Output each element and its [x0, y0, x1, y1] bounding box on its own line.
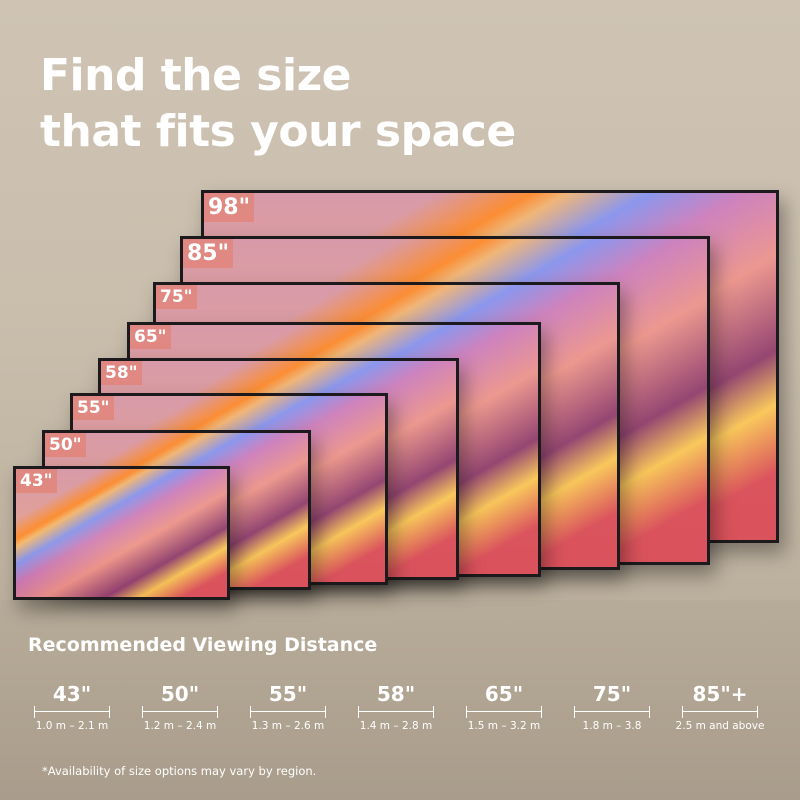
viewing-distance-item: 85"+ 2.5 m and above: [668, 682, 772, 732]
tv-size-label: 43": [16, 469, 57, 493]
distance-range: 1.8 m – 3.8: [582, 720, 642, 732]
distance-arrow-icon: [250, 706, 326, 718]
viewing-distance-item: 75" 1.8 m – 3.8: [560, 682, 664, 732]
size-label: 58": [376, 682, 416, 706]
viewing-distance-item: 43" 1.0 m – 2.1 m: [20, 682, 124, 732]
distance-range: 1.0 m – 2.1 m: [35, 720, 109, 732]
viewing-distance-item: 55" 1.3 m – 2.6 m: [236, 682, 340, 732]
tv-size-label: 65": [130, 325, 171, 349]
tv-size-label: 85": [183, 239, 234, 268]
distance-range: 1.3 m – 2.6 m: [251, 720, 325, 732]
headline-line-1: Find the size: [40, 50, 352, 101]
size-label: 50": [160, 682, 200, 706]
tv-size-label: 98": [204, 193, 255, 222]
distance-arrow-icon: [358, 706, 434, 718]
size-label: 75": [592, 682, 632, 706]
size-label: 65": [484, 682, 524, 706]
size-label: 43": [52, 682, 92, 706]
viewing-distance-title: Recommended Viewing Distance: [28, 634, 378, 656]
tv-size-label: 75": [156, 285, 197, 309]
tv-size-label: 50": [45, 433, 86, 457]
footnote: *Availability of size options may vary b…: [42, 764, 317, 778]
viewing-distance-item: 65" 1.5 m – 3.2 m: [452, 682, 556, 732]
floor: [0, 600, 800, 800]
viewing-distance-item: 58" 1.4 m – 2.8 m: [344, 682, 448, 732]
distance-arrow-icon: [34, 706, 110, 718]
size-label: 55": [268, 682, 308, 706]
distance-arrow-icon: [682, 706, 758, 718]
distance-range: 1.2 m – 2.4 m: [143, 720, 217, 732]
distance-range: 2.5 m and above: [675, 720, 765, 732]
size-label: 85"+: [692, 682, 748, 706]
distance-range: 1.4 m – 2.8 m: [359, 720, 433, 732]
headline-line-2: that fits your space: [40, 106, 516, 157]
distance-arrow-icon: [142, 706, 218, 718]
headline: Find the size that fits your space: [40, 48, 516, 160]
tv-size-label: 55": [73, 396, 114, 420]
distance-arrow-icon: [466, 706, 542, 718]
distance-arrow-icon: [574, 706, 650, 718]
viewing-distance-item: 50" 1.2 m – 2.4 m: [128, 682, 232, 732]
tv-7: 43": [13, 466, 230, 600]
tv-size-label: 58": [101, 361, 142, 385]
distance-range: 1.5 m – 3.2 m: [467, 720, 541, 732]
